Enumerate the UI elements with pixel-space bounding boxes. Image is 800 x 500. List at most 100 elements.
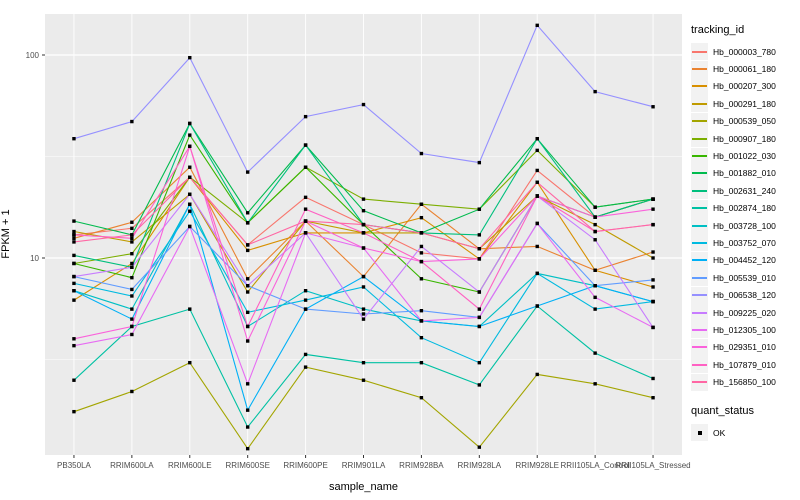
data-point [651, 207, 655, 211]
legend-label: Hb_009225_020 [713, 307, 776, 318]
data-point [651, 105, 655, 109]
legend-row: Hb_107879_010 [691, 356, 799, 374]
data-point [477, 383, 482, 387]
legend-row: Hb_002631_240 [691, 182, 799, 200]
data-point [303, 143, 308, 147]
legend-key-line-icon [691, 60, 708, 78]
legend-label: Hb_000907_180 [713, 133, 776, 144]
data-point [361, 378, 366, 382]
data-point [245, 284, 250, 288]
data-point [361, 307, 366, 311]
data-point [72, 274, 76, 279]
data-point [130, 119, 134, 124]
legend-key-line-icon [691, 356, 708, 374]
data-point [361, 102, 366, 107]
legend-row: Hb_002874_180 [691, 199, 799, 217]
data-point [361, 360, 366, 365]
data-point [303, 195, 308, 200]
legend-row: Hb_000061_180 [691, 60, 799, 78]
data-point [303, 207, 308, 211]
data-point [477, 247, 482, 251]
legend-row: Hb_000539_050 [691, 112, 799, 130]
data-point [651, 325, 655, 330]
data-point [130, 307, 134, 311]
data-point [535, 304, 539, 308]
data-point [188, 175, 192, 179]
legend-label: OK [713, 427, 726, 438]
data-point [72, 229, 76, 234]
data-point [245, 290, 250, 294]
data-point [72, 136, 76, 141]
legend-key-line-icon [691, 217, 708, 235]
data-point [419, 215, 424, 220]
legend-title-tracking-id: tracking_id [691, 24, 745, 36]
legend-title-quant-status: quant_status [691, 404, 754, 417]
data-point [130, 261, 134, 266]
data-point [130, 317, 134, 321]
data-point [245, 425, 250, 429]
x-tick-label: PB350LA [57, 461, 91, 470]
data-point [245, 248, 250, 253]
x-tick-label: RRIM901LA [342, 461, 386, 470]
data-point [130, 220, 134, 224]
legend-row: Hb_156850_100 [691, 373, 799, 391]
data-point [361, 285, 366, 289]
data-point [361, 246, 366, 250]
data-point [303, 114, 308, 119]
data-point [245, 446, 250, 451]
data-point [245, 221, 250, 225]
data-point [535, 221, 539, 226]
data-point [593, 205, 597, 209]
y-axis-title: FPKM + 1 [0, 209, 12, 259]
data-point [72, 261, 76, 266]
data-point [188, 224, 192, 229]
legend-row: Hb_005539_010 [691, 269, 799, 287]
data-point [245, 310, 250, 315]
data-point [651, 376, 655, 381]
data-point [419, 309, 424, 313]
legend-key-line-icon [691, 130, 708, 148]
legend-quant-status: quant_status OK [691, 405, 799, 441]
data-point [130, 275, 134, 280]
data-point [361, 197, 366, 201]
data-point [130, 265, 134, 269]
legend-label: Hb_005539_010 [713, 272, 776, 283]
data-point [419, 335, 424, 340]
data-point [477, 307, 482, 311]
legend-label: Hb_000003_780 [713, 46, 776, 57]
data-point [651, 197, 655, 201]
legend-row: Hb_000907_180 [691, 130, 799, 148]
data-point [477, 207, 482, 211]
data-point [651, 396, 655, 400]
data-point [188, 202, 192, 206]
data-point [188, 144, 192, 149]
x-tick-label: RRIM928LA [458, 461, 502, 470]
data-point [651, 256, 655, 260]
data-point [188, 121, 192, 126]
data-point [130, 251, 134, 256]
x-tick-label: RRIM928BA [399, 461, 444, 470]
legend-label: Hb_003752_070 [713, 237, 776, 248]
x-tick-label: RRII105LA_Stressed [615, 461, 690, 470]
data-point [303, 231, 308, 235]
data-point [245, 339, 250, 343]
data-point [130, 233, 134, 237]
data-point [535, 372, 539, 377]
data-point [651, 250, 655, 254]
y-tick-label: 10 [30, 254, 39, 263]
data-point [477, 290, 482, 294]
data-point [188, 209, 192, 213]
legend-label: Hb_012305_100 [713, 324, 776, 335]
data-point [593, 215, 597, 219]
data-point [72, 233, 76, 237]
legend-label: Hb_001882_010 [713, 168, 776, 179]
legend-key-line-icon [691, 321, 708, 339]
legend-label: Hb_006538_120 [713, 290, 776, 301]
data-point [303, 307, 308, 311]
legend-key-line-icon [691, 199, 708, 217]
data-point [593, 89, 597, 94]
legend-key-line-icon [691, 164, 708, 182]
legend-key-line-icon [691, 147, 708, 165]
legend-label: Hb_000539_050 [713, 116, 776, 127]
